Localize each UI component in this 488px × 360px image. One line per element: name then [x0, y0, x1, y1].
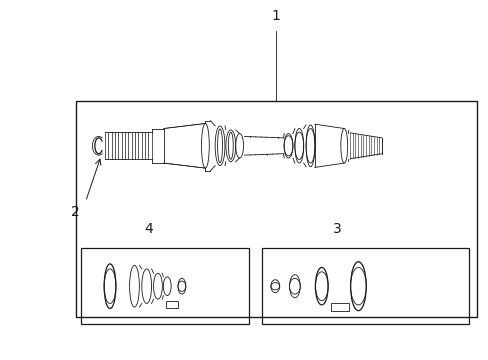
Bar	[76, 101, 476, 317]
Text: 1: 1	[271, 9, 280, 23]
Text: 2: 2	[71, 206, 80, 219]
Bar	[261, 248, 468, 324]
Bar	[165, 301, 177, 308]
Bar	[331, 303, 348, 311]
Text: 4: 4	[144, 222, 153, 235]
Text: 3: 3	[332, 222, 341, 235]
Bar	[81, 248, 249, 324]
